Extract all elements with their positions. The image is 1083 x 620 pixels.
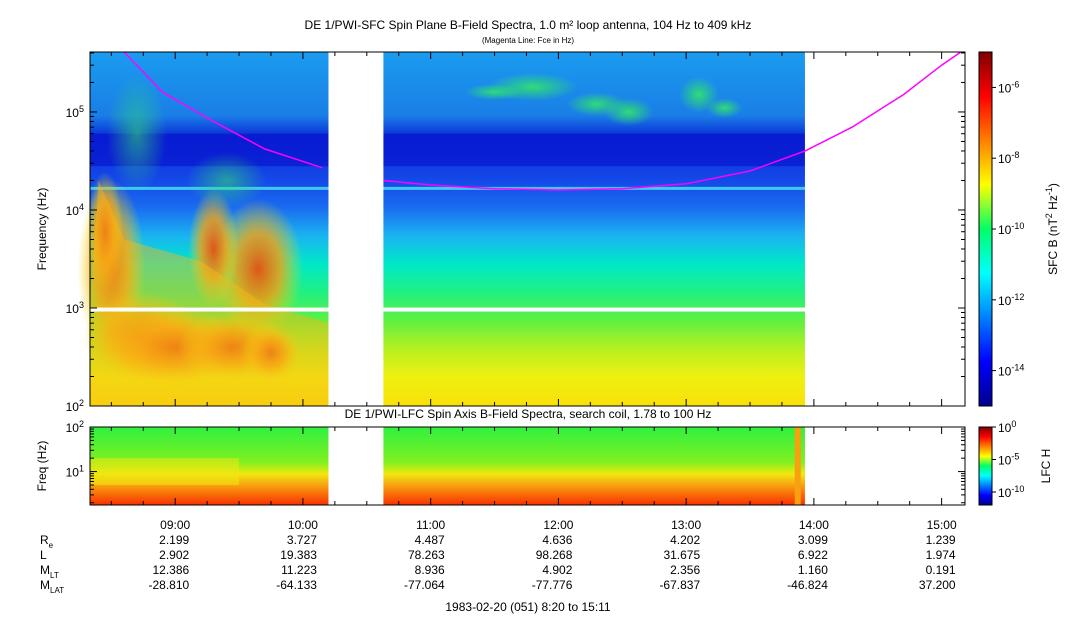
colorbar-tick-label: 10-10 xyxy=(998,484,1024,500)
ephemeris-value: 11.223 xyxy=(281,563,317,577)
sfc-green-emission xyxy=(186,152,267,209)
ephemeris-value: 8.936 xyxy=(415,563,445,577)
sfc-data-gap xyxy=(328,52,384,406)
ephemeris-value: 2.902 xyxy=(159,548,189,562)
ephemeris-row-label: MLT xyxy=(40,563,59,580)
ephemeris-table: 09:00 10:00 11:00 12:00 13:00 14:00 15:00 Re 2.1… xyxy=(40,518,957,595)
sfc-data-gap xyxy=(90,307,965,312)
ephemeris-value: 4.902 xyxy=(542,563,572,577)
colorbar-gradient xyxy=(978,426,993,506)
ephemeris-value: 3.099 xyxy=(798,533,828,547)
colorbar-tick-label: 10-14 xyxy=(998,363,1024,379)
lfc-data-gap xyxy=(328,427,384,505)
ephemeris-value: -67.837 xyxy=(659,578,700,592)
sfc-emission-patch xyxy=(241,322,302,383)
sfc-data-gaps xyxy=(90,52,965,406)
colorbar-label: LFC H xyxy=(1039,449,1053,484)
time-tick-label: 15:00 xyxy=(927,518,957,532)
sfc-colorbar: 10-6 10-8 10-10 10-12 10-14 SFC B (nT2 Hz-1) xyxy=(978,51,1060,407)
ephemeris-value: 37.200 xyxy=(919,578,956,592)
lfc-y-axis-label: Freq (Hz) xyxy=(35,441,49,492)
ephemeris-value: -77.064 xyxy=(404,578,445,592)
lfc-data-gap xyxy=(804,427,965,505)
date-range-footer: 1983-02-20 (051) 8:20 to 15:11 xyxy=(445,600,611,614)
ephemeris-value: 3.727 xyxy=(287,533,317,547)
sfc-warm-region xyxy=(90,180,329,406)
sfc-green-emission xyxy=(106,73,167,194)
ephemeris-value: 4.636 xyxy=(542,533,572,547)
ephemeris-value: 1.239 xyxy=(926,533,956,547)
ephemeris-value: -46.824 xyxy=(787,578,828,592)
ephemeris-value: 2.356 xyxy=(670,563,700,577)
ephemeris-value: -28.810 xyxy=(148,578,189,592)
sfc-frequency-axis: 102 103 104 105 xyxy=(66,52,965,414)
ephemeris-value: 4.202 xyxy=(670,533,700,547)
ephemeris-row-label: Re xyxy=(40,533,54,550)
time-tick-label: 14:00 xyxy=(799,518,829,532)
colorbar-tick-label: 10-8 xyxy=(998,150,1019,166)
ephemeris-value: 1.974 xyxy=(926,548,956,562)
sfc-data-gap xyxy=(804,52,965,406)
ephemeris-value: 6.922 xyxy=(798,548,828,562)
lfc-colorbar: 100 10-5 10-10 LFC H xyxy=(978,419,1053,506)
fce-magenta-line xyxy=(123,51,962,191)
lfc-plot-frame xyxy=(89,426,966,506)
ephemeris-value: 98.268 xyxy=(536,548,573,562)
sfc-plot-frame xyxy=(89,51,966,407)
sfc-spectrogram-panel: 102 103 104 105 Frequency (Hz) xyxy=(35,51,966,414)
colorbar-label: SFC B (nT2 Hz-1) xyxy=(1044,183,1060,275)
colorbar-tick-label: 10-6 xyxy=(998,79,1019,95)
colorbar-tick-label: 10-10 xyxy=(998,221,1024,237)
lfc-data-gaps xyxy=(328,427,965,505)
colorbar-tick-label: 10-5 xyxy=(998,452,1019,468)
ephemeris-value: 78.263 xyxy=(408,548,445,562)
lfc-spectrogram-panel: 101 102 Freq (Hz) xyxy=(35,419,966,506)
ephemeris-value: 31.675 xyxy=(663,548,700,562)
sfc-panel-subtitle: (Magenta Line: Fce in Hz) xyxy=(482,36,574,45)
ephemeris-row-label: L xyxy=(40,548,47,562)
ephemeris-value: 12.386 xyxy=(152,563,189,577)
lfc-tick-label: 101 xyxy=(66,464,84,480)
lfc-frequency-axis: 101 102 xyxy=(66,419,965,504)
ephemeris-value: 0.191 xyxy=(926,563,956,577)
ephemeris-value: -77.776 xyxy=(532,578,573,592)
lfc-edge-stripe xyxy=(794,427,801,505)
time-tick-label: 12:00 xyxy=(543,518,573,532)
ephemeris-value: -64.133 xyxy=(276,578,317,592)
colorbar-tick-label: 10-12 xyxy=(998,292,1024,308)
sfc-green-emission xyxy=(603,97,654,126)
ephemeris-value: 1.160 xyxy=(798,563,828,577)
time-axis xyxy=(110,52,943,505)
lfc-panel-title: DE 1/PWI-LFC Spin Axis B-Field Spectra, … xyxy=(345,407,712,421)
sfc-tick-label: 102 xyxy=(66,398,84,414)
ephemeris-value: 19.383 xyxy=(280,548,317,562)
sfc-emission-patch xyxy=(188,188,239,309)
sfc-panel-title: DE 1/PWI-SFC Spin Plane B-Field Spectra,… xyxy=(305,18,752,32)
ephemeris-row-label: MLAT xyxy=(40,578,64,595)
ephemeris-value: 4.487 xyxy=(415,533,445,547)
lfc-tick-label: 102 xyxy=(66,419,84,435)
sfc-y-axis-label: Frequency (Hz) xyxy=(35,188,49,271)
sfc-emission-patch xyxy=(86,171,123,292)
sfc-green-emission xyxy=(464,83,525,100)
time-tick-label: 11:00 xyxy=(416,518,445,532)
lfc-emission-patch xyxy=(90,458,240,486)
colorbar-tick-label: 100 xyxy=(998,419,1016,435)
sfc-green-emission xyxy=(706,97,743,118)
sfc-tick-label: 105 xyxy=(66,104,84,120)
time-tick-label: 10:00 xyxy=(288,518,318,532)
sfc-tick-label: 103 xyxy=(66,300,84,316)
time-tick-label: 09:00 xyxy=(160,518,190,532)
colorbar-gradient xyxy=(978,51,993,407)
sfc-tick-label: 104 xyxy=(66,202,84,218)
sfc-cyan-band xyxy=(90,186,965,190)
time-tick-label: 13:00 xyxy=(671,518,701,532)
ephemeris-value: 2.199 xyxy=(159,533,189,547)
